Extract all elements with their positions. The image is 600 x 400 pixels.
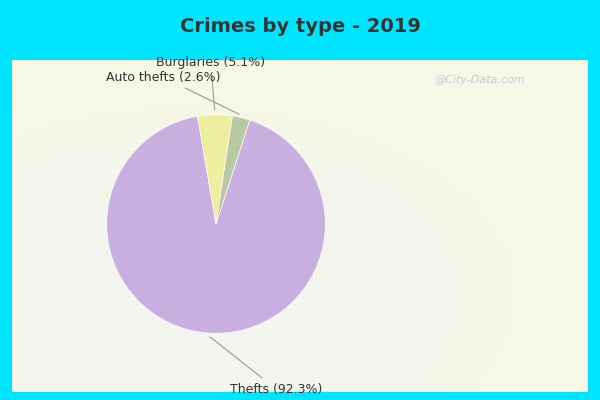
Wedge shape: [107, 116, 325, 333]
Text: Crimes by type - 2019: Crimes by type - 2019: [179, 16, 421, 36]
Wedge shape: [197, 115, 232, 224]
Text: Auto thefts (2.6%): Auto thefts (2.6%): [106, 71, 239, 114]
Text: Thefts (92.3%): Thefts (92.3%): [210, 337, 322, 396]
Text: @City-Data.com: @City-Data.com: [434, 75, 526, 85]
Wedge shape: [216, 116, 250, 224]
Text: Burglaries (5.1%): Burglaries (5.1%): [156, 56, 265, 110]
